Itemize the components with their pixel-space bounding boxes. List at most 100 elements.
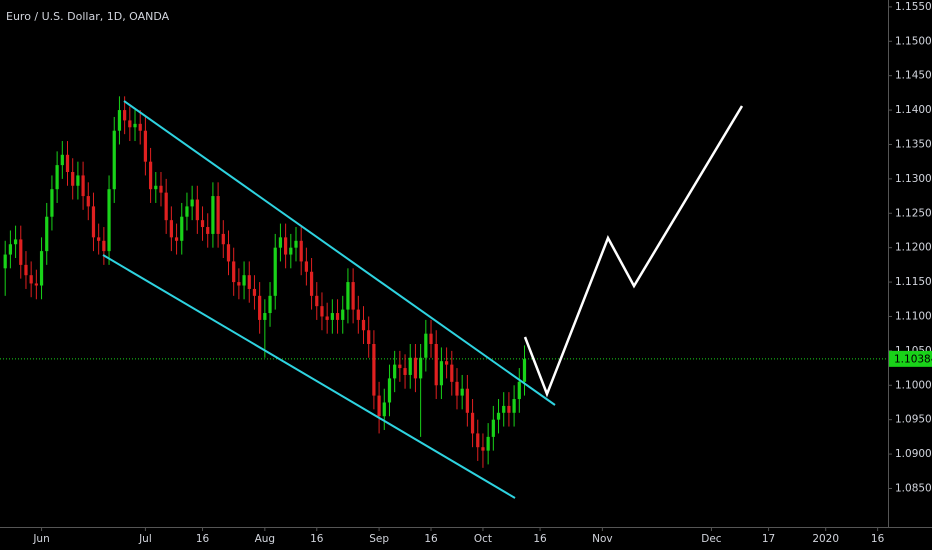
candle-body — [367, 330, 371, 344]
candle-body — [123, 110, 127, 121]
candle-body — [486, 436, 490, 451]
candle-body — [50, 189, 54, 217]
candle-body — [455, 381, 459, 396]
candle-body — [216, 196, 220, 234]
x-tick-label: Jun — [32, 533, 49, 545]
channel-lower — [102, 254, 516, 499]
candle-body — [112, 130, 116, 190]
candle-body — [335, 313, 340, 320]
candle-body — [403, 368, 407, 375]
candle-body — [232, 261, 236, 283]
candle-body — [8, 244, 12, 255]
candle-body — [382, 402, 386, 417]
y-tick-label: 1.10000 — [895, 379, 932, 391]
candle-body — [86, 196, 90, 207]
candle-body — [19, 239, 23, 265]
y-tick-label: 1.09000 — [895, 448, 932, 460]
candle-body — [221, 233, 225, 245]
y-tick-label: 1.15500 — [895, 1, 932, 13]
candle-body — [263, 313, 267, 320]
candle-body — [450, 364, 454, 382]
candle-body — [97, 237, 101, 241]
candle-body — [81, 175, 85, 197]
x-tick-label: Jul — [138, 533, 152, 545]
candle-body — [387, 378, 392, 403]
candle-body — [185, 206, 189, 217]
candle-body — [496, 412, 501, 420]
candle-body — [195, 199, 199, 221]
candle-body — [3, 254, 7, 269]
candle-body — [294, 240, 298, 248]
candle-body — [39, 251, 44, 286]
candle-body — [252, 288, 257, 296]
candle-body — [413, 357, 418, 379]
channel-upper — [123, 100, 556, 406]
candle-body — [148, 161, 153, 190]
y-tick-label: 1.08500 — [895, 482, 932, 494]
x-tick-label: 2020 — [812, 533, 839, 545]
candle-body — [174, 237, 179, 241]
x-tick-label: Oct — [474, 533, 492, 545]
candle-body — [107, 189, 111, 252]
candle-body — [507, 405, 511, 413]
candle-body — [13, 239, 18, 245]
candle-body — [465, 388, 469, 413]
candle-body — [65, 154, 70, 172]
candle-body — [200, 220, 205, 228]
candle-body — [102, 240, 106, 252]
x-tick-label: Aug — [255, 533, 276, 545]
candle-body — [206, 227, 210, 234]
candle-body — [24, 264, 28, 276]
projection-path — [523, 105, 744, 398]
candle-body — [361, 319, 366, 331]
candle-body — [60, 154, 64, 166]
candle-body — [180, 216, 184, 241]
candle-body — [268, 295, 272, 314]
candle-body — [76, 175, 80, 186]
x-tick-label: Dec — [701, 533, 722, 545]
y-tick-label: 1.14000 — [895, 104, 932, 116]
y-tick-label: 1.13000 — [895, 173, 932, 185]
candle-body — [242, 275, 246, 286]
y-tick-label: 1.09500 — [895, 414, 932, 426]
candle-body — [211, 196, 215, 234]
candle-body — [154, 185, 158, 190]
candle-body — [346, 282, 350, 310]
candle-body — [247, 275, 251, 289]
candle-body — [91, 206, 96, 238]
candle-body — [299, 240, 303, 262]
x-tick-label: 16 — [533, 533, 547, 545]
candle-body — [419, 357, 423, 379]
axes: 1.15500 1.15000 1.14500 1.14000 1.13500 1.130… — [32, 1, 932, 545]
candle-body — [315, 295, 319, 307]
candle-body — [169, 220, 173, 238]
candle-body — [522, 359, 527, 382]
x-tick-label: 16 — [310, 533, 324, 545]
candle-body — [190, 199, 194, 207]
candle-body — [481, 447, 485, 451]
y-tick-label: 1.13500 — [895, 138, 932, 150]
candle-body — [117, 110, 122, 131]
candle-body — [258, 295, 262, 320]
candle-body — [429, 333, 433, 344]
candle-body — [398, 364, 402, 369]
y-tick-label: 1.11500 — [895, 276, 932, 288]
candle-body — [320, 306, 324, 317]
y-tick-label: 1.12500 — [895, 207, 932, 219]
y-tick-label: 1.14500 — [895, 70, 932, 82]
candle-body — [341, 309, 345, 320]
candle-body — [476, 433, 480, 448]
candle-body — [372, 343, 376, 396]
candle-body — [34, 283, 38, 286]
drawings — [102, 100, 744, 499]
candle-body — [164, 192, 168, 221]
candle-body — [439, 361, 444, 386]
y-tick-label: 1.12000 — [895, 242, 932, 254]
candle-body — [512, 399, 516, 413]
candle-body — [71, 171, 75, 186]
candle-body — [128, 120, 132, 128]
candle-body — [470, 412, 475, 434]
candle-body — [284, 237, 288, 255]
candle-body — [309, 271, 314, 296]
y-tick-label: 1.15000 — [895, 35, 932, 47]
